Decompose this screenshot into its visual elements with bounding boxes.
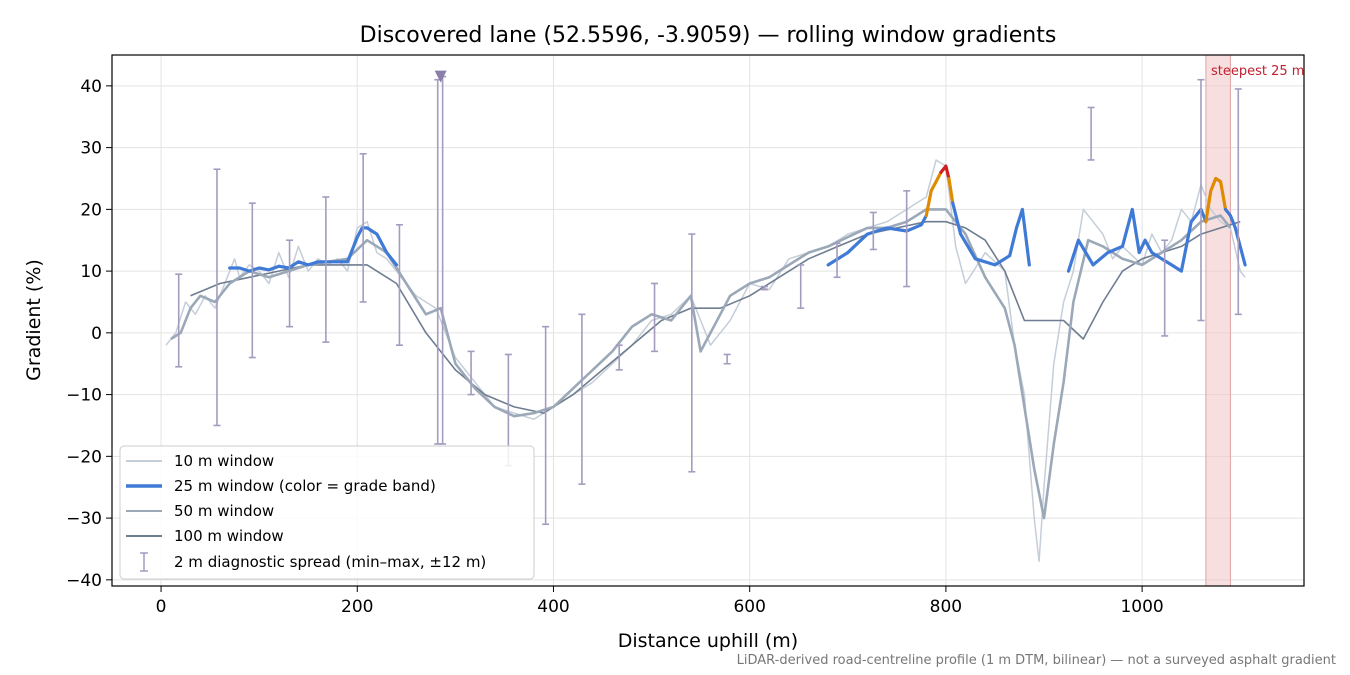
series-25m-segment-orange: [1204, 176, 1228, 224]
series-25m-segment-orange: [924, 170, 943, 218]
marker-triangle: [434, 70, 447, 83]
marker-layer: [434, 70, 447, 83]
series-25m-segment-orange: [947, 176, 955, 205]
legend-label-100m: 100 m window: [174, 527, 284, 545]
series-100m-line: [190, 220, 1241, 414]
y-tick-label: −30: [66, 509, 102, 529]
diagnostic-spread-bar: [869, 211, 877, 251]
series-25m-segment-blue: [1066, 207, 1208, 273]
steepest-span-band: [1205, 55, 1231, 586]
diagnostic-spread-bar: [1197, 78, 1205, 322]
legend-box: [119, 445, 535, 580]
steepest-span-layer: [1205, 55, 1231, 586]
diagnostic-spread-bar: [615, 344, 623, 371]
y-tick-label: 40: [80, 77, 102, 97]
diagnostic-spread-bar: [760, 285, 768, 291]
x-tick-label: 0: [156, 597, 167, 617]
diagnostic-spread-bar: [578, 313, 586, 485]
series-25m-segment-blue: [826, 213, 928, 267]
diagnostic-spread-bar: [434, 78, 442, 445]
x-tick-label: 1000: [1120, 597, 1163, 617]
x-tick-label: 800: [930, 597, 962, 617]
diagnostic-spread-bar: [286, 239, 294, 328]
diagnostic-spread-bar: [213, 168, 221, 427]
y-tick-label: −10: [66, 386, 102, 406]
series-10m-line: [165, 159, 1246, 563]
grid: [112, 55, 1304, 586]
y-tick-label: −20: [66, 447, 102, 467]
diagnostic-spread-bar: [395, 223, 403, 346]
x-axis-label: Distance uphill (m): [618, 630, 798, 652]
diagnostic-spread-layer: [175, 75, 1242, 526]
series-25m-segment-blue: [228, 226, 399, 273]
footnote: LiDAR-derived road-centreline profile (1…: [737, 653, 1336, 668]
steepest-span-label: steepest 25 m: [1211, 64, 1304, 79]
x-axis-ticks: 0 200 400 600 800 1000: [156, 586, 1164, 617]
y-axis-ticks: −40 −30 −20 −10 0 10 20 30 40: [66, 77, 112, 591]
legend-swatch-spread: [140, 552, 148, 572]
legend: 10 m window 25 m window (color = grade b…: [119, 445, 535, 580]
diagnostic-spread-bar: [359, 152, 367, 303]
y-tick-label: 20: [80, 200, 102, 220]
diagnostic-spread-bar: [1161, 239, 1169, 337]
diagnostic-spread-bar: [248, 202, 256, 359]
plot-frame: [111, 54, 1305, 587]
diagnostic-spread-bar: [688, 233, 696, 473]
diagnostic-spread-bar: [651, 282, 659, 353]
chart-title: Discovered lane (52.5596, -3.9059) — rol…: [360, 23, 1057, 48]
diagnostic-spread-bar: [542, 325, 550, 526]
diagnostic-spread-bar: [175, 273, 183, 368]
diagnostic-spread-bar: [723, 353, 731, 365]
diagnostic-spread-bar: [467, 350, 475, 396]
y-axis-label: Gradient (%): [23, 259, 45, 381]
y-tick-label: 0: [91, 324, 102, 344]
series-25m-segment-red: [939, 164, 951, 181]
diagnostic-spread-bar: [1087, 106, 1095, 161]
legend-label-spread: 2 m diagnostic spread (min–max, ±12 m): [174, 553, 486, 571]
y-tick-label: 30: [80, 139, 102, 159]
series-layer: [165, 159, 1247, 563]
y-tick-label: −40: [66, 571, 102, 591]
x-tick-label: 600: [733, 597, 765, 617]
legend-label-25m: 25 m window (color = grade band): [174, 477, 436, 495]
legend-label-10m: 10 m window: [174, 452, 274, 470]
legend-label-50m: 50 m window: [174, 502, 274, 520]
diagnostic-spread-bar: [797, 264, 805, 309]
diagnostic-spread-bar: [1234, 88, 1242, 316]
diagnostic-spread-bar: [439, 75, 447, 445]
series-25m-segment-blue: [1223, 207, 1247, 267]
x-tick-label: 200: [341, 597, 373, 617]
diagnostic-spread-bar: [833, 242, 841, 279]
x-tick-label: 400: [537, 597, 569, 617]
diagnostic-spread-bar: [903, 190, 911, 288]
diagnostic-spread-bar: [322, 196, 330, 343]
series-25m-segment-blue: [951, 201, 1031, 267]
y-tick-label: 10: [80, 262, 102, 282]
